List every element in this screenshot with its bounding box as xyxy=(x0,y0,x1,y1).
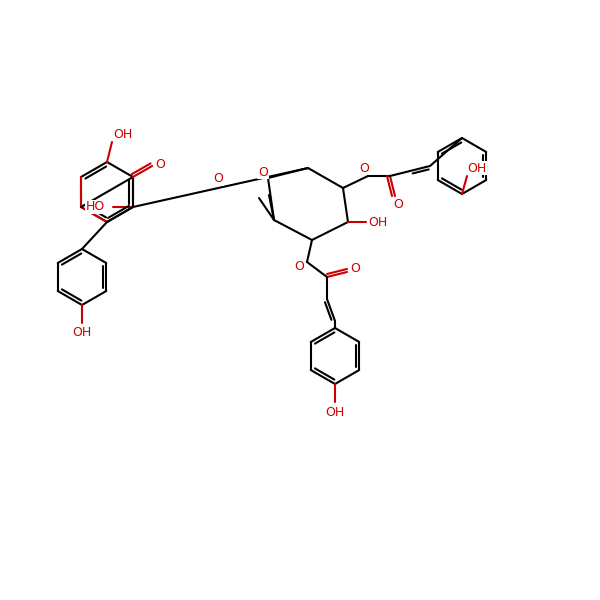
Text: O: O xyxy=(214,172,223,185)
Text: HO: HO xyxy=(85,200,104,214)
Text: O: O xyxy=(393,197,403,211)
Text: OH: OH xyxy=(325,406,344,419)
Text: O: O xyxy=(258,166,268,179)
Text: OH: OH xyxy=(368,215,388,229)
Text: OH: OH xyxy=(113,127,133,140)
Text: OH: OH xyxy=(467,161,487,175)
Text: O: O xyxy=(294,259,304,272)
Text: O: O xyxy=(359,161,369,175)
Text: O: O xyxy=(350,263,360,275)
Text: O: O xyxy=(155,157,165,170)
Text: OH: OH xyxy=(73,326,92,340)
